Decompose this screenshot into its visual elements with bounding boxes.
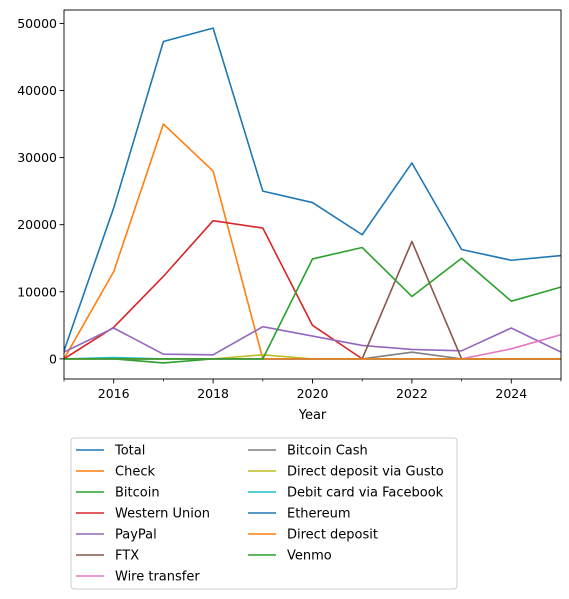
y-tick-label: 40000: [17, 83, 57, 98]
series-line-total: [64, 27, 561, 352]
series-line-western-union: [64, 219, 561, 360]
x-tick-label: 2022: [396, 386, 428, 401]
x-tick-label: 2020: [297, 386, 329, 401]
legend: Total Check Bitcoin Western Union PayPal FTX W…: [70, 437, 458, 590]
y-axis-ticks: 0 10000 20000 30000 40000 50000: [17, 16, 64, 366]
series-lines: [64, 27, 561, 364]
series-line-venmo: [64, 246, 561, 360]
y-tick-label: 10000: [17, 284, 57, 299]
series-line-paypal: [64, 325, 561, 356]
y-tick-label: 30000: [17, 150, 57, 165]
legend-label-direct-deposit: Direct deposit: [287, 528, 378, 543]
legend-label-total: Total: [114, 444, 145, 459]
legend-label-bitcoin: Bitcoin: [115, 486, 160, 501]
x-tick-label: 2016: [98, 386, 130, 401]
legend-label-bitcoin-cash: Bitcoin Cash: [287, 444, 368, 459]
legend-label-western-union: Western Union: [115, 507, 210, 522]
legend-label-wire-transfer: Wire transfer: [115, 570, 200, 585]
x-tick-label: 2018: [197, 386, 229, 401]
plot-frame: [63, 9, 562, 380]
series-line-wire-transfer: [64, 333, 561, 360]
x-axis-ticks: 2016 2018 2020 2022 2024: [63, 379, 562, 401]
legend-label-direct-deposit-via-gusto: Direct deposit via Gusto: [287, 465, 444, 480]
legend-label-debit-card-via-facebook: Debit card via Facebook: [287, 486, 444, 501]
x-tick-label: 2024: [495, 386, 527, 401]
x-axis-title: Year: [298, 408, 327, 423]
legend-label-paypal: PayPal: [115, 528, 157, 543]
legend-label-venmo: Venmo: [287, 549, 332, 564]
y-tick-label: 50000: [17, 16, 57, 31]
legend-label-ethereum: Ethereum: [287, 507, 351, 522]
legend-label-ftx: FTX: [115, 549, 139, 564]
y-tick-label: 20000: [17, 217, 57, 232]
legend-label-check: Check: [115, 465, 155, 480]
y-tick-label: 0: [49, 351, 57, 366]
